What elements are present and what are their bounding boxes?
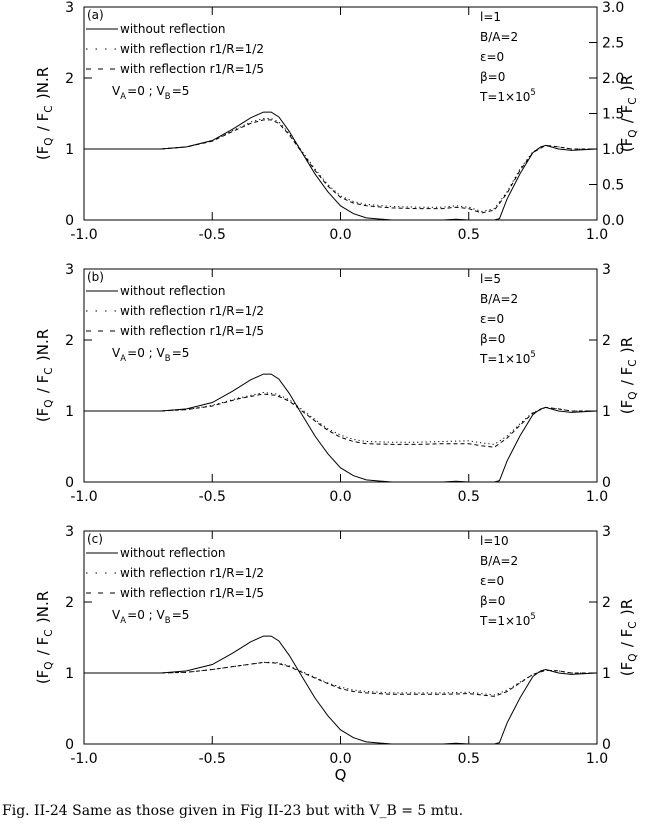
y-axis-title-left: (FQ / FC )N.R xyxy=(34,591,55,684)
figure-caption: Fig. II-24 Same as those given in Fig II… xyxy=(2,803,464,819)
legend-entry: with reflection r1/R=1/2 xyxy=(120,304,264,318)
y-tick-label-left: 0 xyxy=(65,213,74,229)
series-line-solid xyxy=(84,635,598,745)
x-tick-label: 0.5 xyxy=(458,227,480,243)
parameter-text: ε=0 xyxy=(480,50,504,64)
parameter-text: ε=0 xyxy=(480,574,504,588)
x-tick-label: 1.0 xyxy=(586,489,608,505)
parameter-text: ε=0 xyxy=(480,312,504,326)
y-axis-title-left: (FQ / FC )N.R xyxy=(34,329,55,422)
x-axis-title: Q xyxy=(335,766,347,784)
plot-frame xyxy=(83,530,598,745)
parameter-text: β=0 xyxy=(480,70,505,84)
y-tick-label-right: 1 xyxy=(602,404,611,420)
y-tick-label-left: 2 xyxy=(65,333,74,349)
y-tick-label-left: 2 xyxy=(65,595,74,611)
parameter-text: T=1×105 xyxy=(479,611,537,628)
parameter-text: l=1 xyxy=(480,10,501,24)
parameter-text: B/A=2 xyxy=(480,292,518,306)
parameter-text: l=10 xyxy=(480,534,509,548)
legend-entry: with reflection r1/R=1/5 xyxy=(120,324,264,338)
legend-entry: without reflection xyxy=(120,284,226,298)
parameter-text: β=0 xyxy=(480,332,505,346)
y-tick-label-right: 0 xyxy=(602,737,611,753)
x-tick-label: -1.0 xyxy=(70,227,97,243)
panel-a: -1.0 -0.5 0.0 0.5 1.0 0 1 2 3 0.0 0.5 1.0 1.5 2.0 2.5 3… xyxy=(34,0,639,243)
plot-frame xyxy=(83,268,598,483)
y-axis-title-right: (FQ / FC )R xyxy=(618,599,639,676)
x-tick-label: 0.0 xyxy=(329,489,351,505)
plot-frame xyxy=(83,6,598,221)
panel-label: (a) xyxy=(87,8,104,22)
x-tick-label: -0.5 xyxy=(199,227,226,243)
series-line-solid xyxy=(84,111,598,221)
y-tick-label-right: 3 xyxy=(602,524,611,540)
x-tick-label: 0.5 xyxy=(458,751,480,767)
velocity-note: VA =0 ; VB =5 xyxy=(112,346,189,363)
legend-entry: with reflection r1/R=1/5 xyxy=(120,586,264,600)
y-tick-label-left: 3 xyxy=(65,524,74,540)
y-tick-label-left: 2 xyxy=(65,71,74,87)
x-tick-label: 0.0 xyxy=(329,751,351,767)
y-axis-title-right: (FQ / FC )R xyxy=(618,337,639,414)
series-line-dotted xyxy=(84,661,597,696)
series-line-dashed xyxy=(84,119,597,214)
y-tick-label-right: 0.0 xyxy=(602,213,624,229)
legend-entry: without reflection xyxy=(120,546,226,560)
legend-entry: with reflection r1/R=1/5 xyxy=(120,62,264,76)
series-line-dotted xyxy=(84,391,597,445)
panel-label: (c) xyxy=(87,532,103,546)
y-tick-label-right: 0 xyxy=(602,475,611,491)
y-tick-label-right: 2.0 xyxy=(602,71,624,87)
y-tick-label-left: 1 xyxy=(65,404,74,420)
parameter-text: T=1×105 xyxy=(479,349,537,366)
y-tick-label-right: 1 xyxy=(602,666,611,682)
x-tick-label: -1.0 xyxy=(70,751,97,767)
parameter-text: B/A=2 xyxy=(480,30,518,44)
y-axis-title-right: (FQ / FC )R xyxy=(618,75,639,152)
parameter-text: T=1×105 xyxy=(479,87,537,104)
figure-canvas: -1.0 -0.5 0.0 0.5 1.001230.00.51.01.52.02.53… xyxy=(34,0,639,784)
x-tick-label: 0.5 xyxy=(458,489,480,505)
legend-entry: with reflection r1/R=1/2 xyxy=(120,42,264,56)
y-tick-label-right: 3.0 xyxy=(602,0,624,16)
y-tick-label-left: 0 xyxy=(65,475,74,491)
y-tick-label-left: 3 xyxy=(65,0,74,16)
velocity-note: VA =0 ; VB =5 xyxy=(112,84,189,101)
y-tick-label-right: 1.5 xyxy=(602,107,624,123)
series-line-dotted xyxy=(84,118,597,213)
y-tick-label-left: 1 xyxy=(65,666,74,682)
series-line-dashed xyxy=(84,661,597,697)
y-tick-label-right: 0.5 xyxy=(602,178,624,194)
panel-label: (b) xyxy=(87,270,104,284)
x-tick-label: 1.0 xyxy=(586,751,608,767)
velocity-note: VA =0 ; VB =5 xyxy=(112,608,189,625)
x-tick-label: 0.0 xyxy=(329,227,351,243)
y-axis-title-left: (FQ / FC )N.R xyxy=(34,67,55,160)
x-tick-label: -0.5 xyxy=(199,489,226,505)
legend-entry: with reflection r1/R=1/2 xyxy=(120,566,264,580)
legend-entry: without reflection xyxy=(120,22,226,36)
y-tick-label-right: 2.5 xyxy=(602,36,624,52)
y-tick-label-right: 2 xyxy=(602,333,611,349)
parameter-text: β=0 xyxy=(480,594,505,608)
series-line-solid xyxy=(84,373,598,483)
y-tick-label-left: 0 xyxy=(65,737,74,753)
x-tick-label: -1.0 xyxy=(70,489,97,505)
y-tick-label-right: 2 xyxy=(602,595,611,611)
parameter-text: l=5 xyxy=(480,272,501,286)
y-tick-label-left: 3 xyxy=(65,262,74,278)
y-tick-label-right: 3 xyxy=(602,262,611,278)
x-tick-label: 1.0 xyxy=(586,227,608,243)
y-tick-label-right: 1.0 xyxy=(602,142,624,158)
y-tick-label-left: 1 xyxy=(65,142,74,158)
parameter-text: B/A=2 xyxy=(480,554,518,568)
series-line-dashed xyxy=(84,393,597,448)
x-tick-label: -0.5 xyxy=(199,751,226,767)
